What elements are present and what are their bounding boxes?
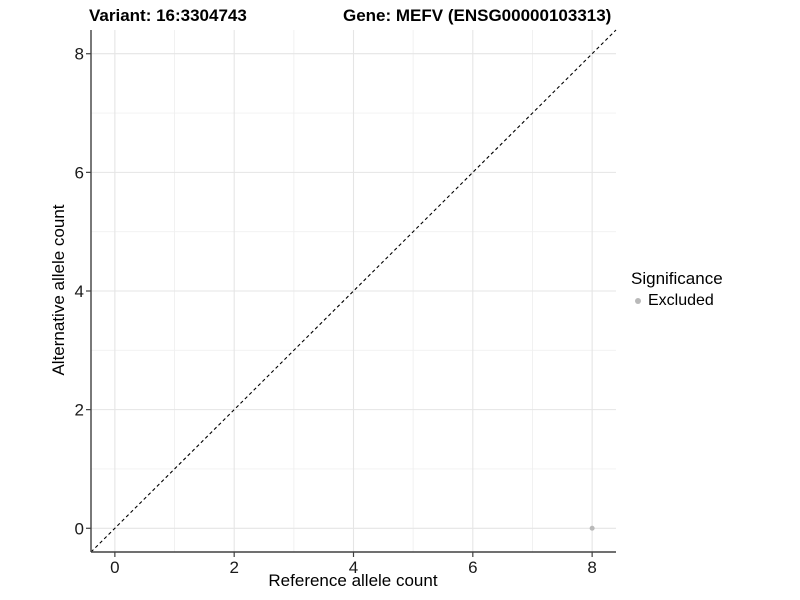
legend-title: Significance [631, 269, 723, 288]
legend-key-dot-icon [635, 298, 641, 304]
x-tick-label: 0 [110, 558, 119, 577]
plot-title-variant: Variant: 16:3304743 [89, 6, 247, 25]
legend-entries: Excluded [631, 291, 796, 311]
x-tick-label: 8 [587, 558, 596, 577]
x-tick-label: 2 [229, 558, 238, 577]
y-tick-label: 6 [75, 163, 84, 182]
plot-panel: 0 2 4 6 8 0 2 4 6 8 [75, 29, 617, 577]
y-tick-label: 0 [75, 519, 84, 538]
y-tick-label: 4 [75, 282, 84, 301]
legend-entry-label: Excluded [648, 292, 714, 309]
y-tick-label: 2 [75, 401, 84, 420]
identity-line [90, 29, 617, 553]
x-tick-label: 4 [349, 558, 358, 577]
y-tick-label: 8 [75, 45, 84, 64]
data-point [589, 525, 595, 531]
plot-title-gene: Gene: MEFV (ENSG00000103313) [343, 6, 612, 25]
legend-entry: Excluded [631, 291, 796, 311]
legend: Significance Excluded [631, 268, 796, 311]
x-tick-label: 6 [468, 558, 477, 577]
x-axis-label: Reference allele count [268, 571, 438, 590]
